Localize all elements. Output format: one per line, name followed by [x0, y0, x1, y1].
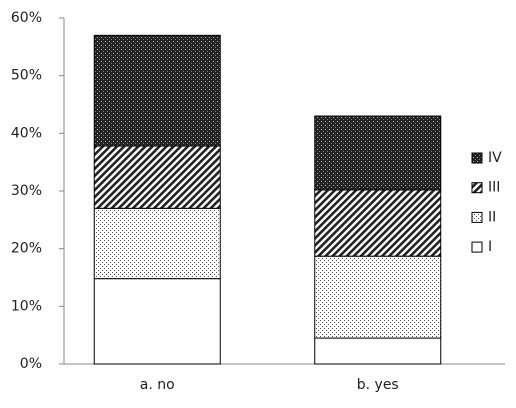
bar-segment — [93, 278, 221, 365]
legend-label: II — [488, 209, 496, 225]
y-tick-label: 30% — [11, 183, 42, 199]
bar-segment — [314, 255, 442, 339]
legend-swatch — [471, 211, 483, 223]
legend-swatch — [471, 182, 483, 194]
y-tick-label: 60% — [11, 10, 42, 26]
bar-segment — [314, 189, 442, 257]
legend-label: III — [488, 180, 500, 196]
y-tick-label: 0% — [20, 356, 42, 372]
y-tick-label: 40% — [11, 125, 42, 141]
y-tick-label: 10% — [11, 298, 42, 314]
legend-label: IV — [488, 150, 502, 166]
bar-segment — [93, 207, 221, 280]
y-tick-label: 20% — [11, 241, 42, 257]
bar-segment — [314, 115, 442, 191]
bar-segment — [93, 34, 221, 147]
y-tick-label: 50% — [11, 68, 42, 84]
x-tick-label: a. no — [140, 377, 175, 393]
legend-swatch — [471, 241, 483, 253]
bar-segment — [93, 145, 221, 209]
x-tick-label: b. yes — [357, 377, 399, 393]
bar-segment — [314, 337, 442, 365]
legend-swatch — [471, 152, 483, 164]
legend-label: I — [488, 239, 492, 255]
